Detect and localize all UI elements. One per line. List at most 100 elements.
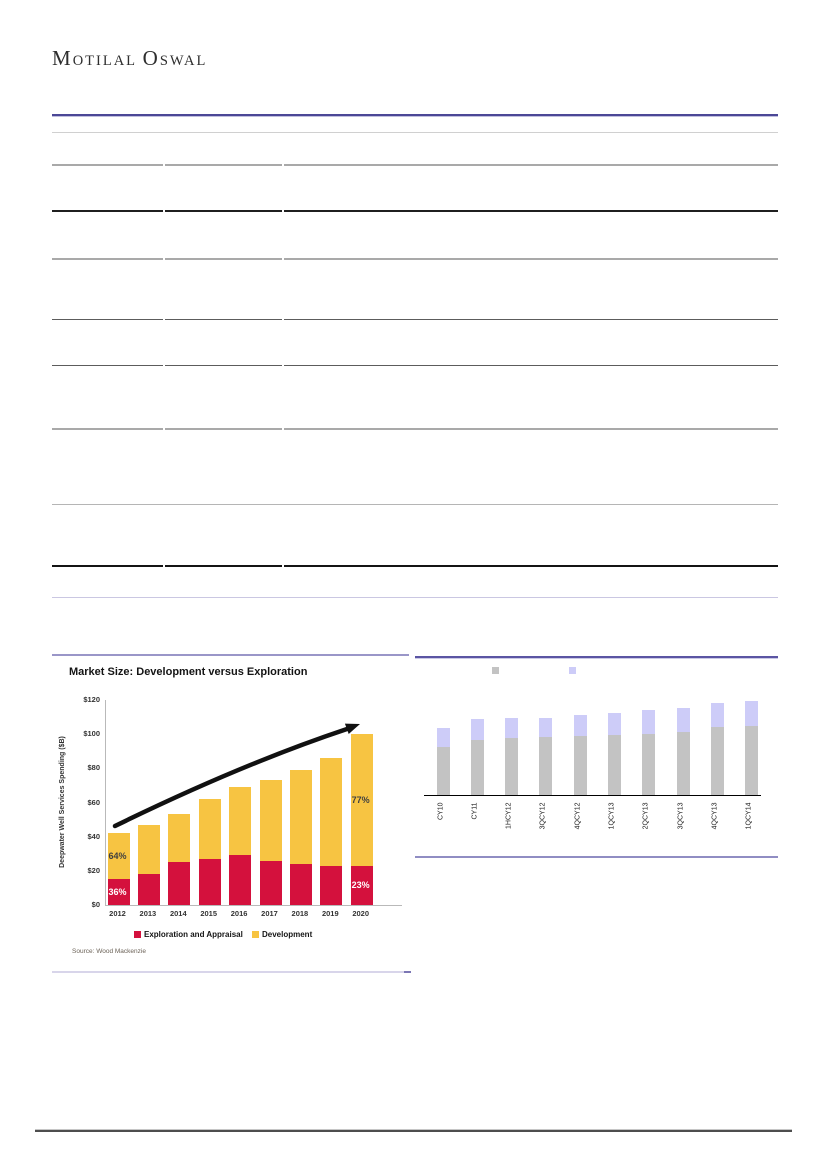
bar-segment-development [137, 824, 160, 875]
chart-top-border [415, 656, 778, 658]
x-axis-label: 1QCY13 [608, 802, 616, 829]
brand-logo: MOTILAL OSWAL [52, 46, 207, 71]
table-rule-light-thin [52, 504, 778, 505]
bar-segment-exploration [229, 855, 252, 905]
legend-item-development: Development [252, 930, 312, 939]
bar-segment-lavender [505, 718, 519, 738]
bar-segment-lavender [745, 701, 759, 726]
bar-segment-development [259, 780, 282, 861]
bar-segment-exploration [259, 860, 282, 905]
bar-segment-lavender [470, 719, 484, 740]
bar-segment-development [229, 787, 252, 856]
y-axis-tick-label: $100 [83, 729, 100, 739]
x-axis-label: 2QCY13 [642, 802, 650, 829]
x-axis-label: 2018 [291, 909, 309, 918]
table-rule-gray [52, 428, 778, 430]
table-rule-light [52, 132, 778, 133]
percent-annotation: 23% [351, 880, 370, 891]
bar-segment-exploration [107, 879, 130, 905]
plot-area [105, 700, 402, 906]
x-axis-label: 2015 [200, 909, 218, 918]
table-rule-dark-thin [52, 365, 778, 366]
legend-item-exploration: Exploration and Appraisal [134, 930, 243, 939]
x-axis-label: 1QCY14 [745, 802, 753, 829]
x-axis-label: 2019 [321, 909, 339, 918]
y-axis-tick-label: $80 [87, 763, 100, 773]
bar-segment-development [350, 734, 373, 866]
brand-initial-2: O [142, 46, 160, 70]
bar-segment-lavender [642, 710, 656, 734]
table-rule-lavender [52, 597, 778, 598]
x-axis-label: 3QCY12 [539, 802, 547, 829]
bar-segment-gray [436, 747, 450, 795]
table-rule-dark-thin [52, 319, 778, 320]
x-axis-label: 3QCY13 [677, 802, 685, 829]
chart-quarterly-stacked: CY10 CY11 1HCY12 3QCY12 4QCY12 1QCY13 2QCY13 3Q… [415, 656, 778, 860]
x-axis-label: 2020 [352, 909, 370, 918]
x-axis-label: 4QCY13 [711, 802, 719, 829]
chart-title: Market Size: Development versus Explorat… [69, 666, 308, 678]
bar-segment-exploration [137, 874, 160, 905]
percent-annotation: 64% [108, 851, 127, 862]
bar-segment-lavender [710, 703, 724, 727]
chart-bottom-border-dash [404, 971, 411, 973]
bar-segment-development [168, 814, 191, 863]
legend-swatch-red [134, 931, 141, 938]
x-axis-label: 1HCY12 [505, 802, 513, 829]
x-axis-label: 2013 [139, 909, 157, 918]
bar-segment-gray [470, 740, 484, 795]
table-rule-black [52, 210, 778, 212]
chart-market-size: Market Size: Development versus Explorat… [52, 654, 411, 973]
y-axis-tick-label: $0 [91, 900, 100, 909]
x-axis-label: 2012 [109, 909, 126, 918]
chart-bottom-border [415, 856, 778, 858]
x-axis-label: 2017 [261, 909, 278, 918]
bar-segment-exploration [320, 865, 343, 905]
table-rule-header-purple [52, 114, 778, 116]
legend-label: Development [262, 930, 313, 939]
table-rule-gray [52, 164, 778, 166]
footer-rule [35, 1129, 792, 1132]
bar-segment-development [320, 758, 343, 866]
bar-segment-gray [608, 735, 621, 795]
bar-segment-lavender [608, 713, 621, 735]
x-axis-label: CY10 [437, 802, 444, 820]
bar-segment-gray [573, 736, 587, 795]
bar-segment-gray [745, 726, 759, 795]
legend-swatch-lavender [569, 667, 576, 674]
percent-annotation: 36% [108, 887, 127, 898]
bar-segment-gray [642, 734, 656, 795]
bar-segment-gray [505, 738, 519, 795]
bar-segment-development [198, 799, 221, 859]
y-axis-tick-label: $20 [87, 865, 100, 875]
bar-segment-gray [710, 727, 724, 795]
x-axis-label: 4QCY12 [574, 802, 582, 829]
trend-arrow [112, 723, 360, 829]
bar-segment-gray [676, 732, 690, 795]
y-axis-tick-label: $40 [87, 831, 100, 841]
brand-initial-1: M [52, 46, 73, 70]
source-note: Source: Wood Mackenzie [72, 948, 146, 955]
x-axis-label: 2016 [230, 909, 248, 918]
bar-segment-exploration [198, 858, 221, 905]
y-axis-tick-label: $60 [87, 797, 100, 807]
bar-segment-development [289, 770, 312, 864]
legend-label: Exploration and Appraisal [144, 930, 243, 939]
chart-top-border [52, 654, 409, 656]
bar-segment-exploration [289, 864, 312, 905]
bar-segment-lavender [676, 708, 690, 732]
bar-segment-lavender [539, 718, 553, 737]
legend-swatch-gray [492, 667, 499, 674]
legend-swatch-yellow [252, 931, 259, 938]
bar-segment-development [107, 833, 130, 880]
bar-segment-lavender [436, 728, 450, 747]
brand-rest-2: SWAL [159, 53, 208, 69]
y-axis-tick-label: $120 [83, 695, 100, 704]
percent-annotation: 77% [351, 794, 370, 805]
table-rule-black [52, 565, 778, 567]
table-rule-gray [52, 258, 778, 260]
x-axis-label: CY11 [471, 802, 479, 819]
bar-segment-gray [539, 737, 553, 795]
x-axis-label: 2014 [169, 909, 187, 918]
